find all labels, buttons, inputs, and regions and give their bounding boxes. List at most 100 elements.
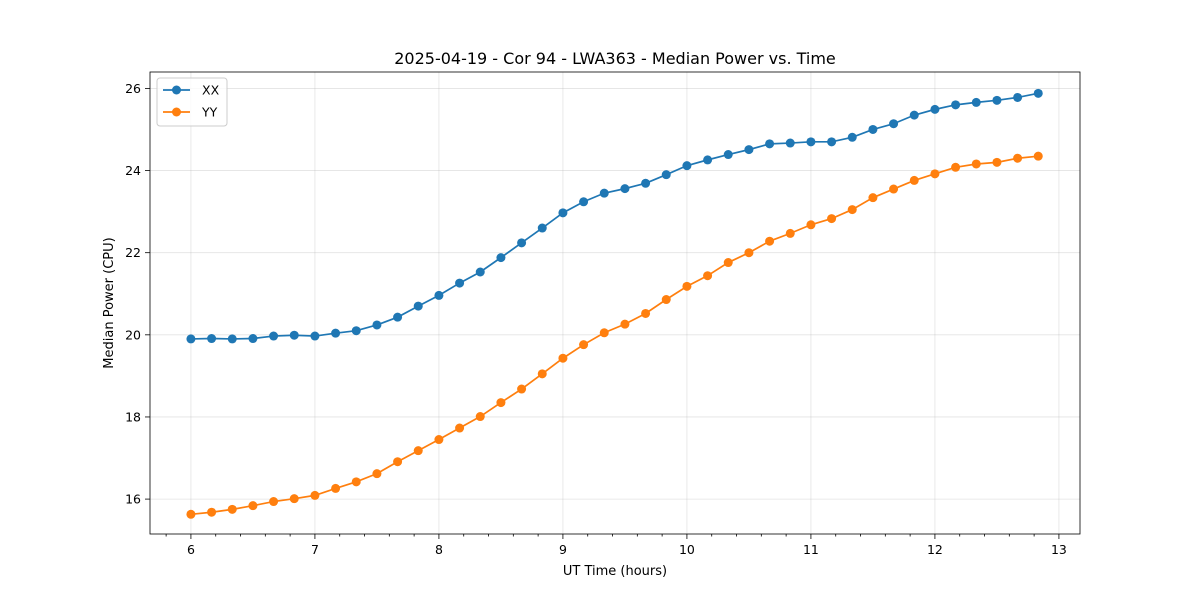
legend-marker-yy	[172, 107, 181, 117]
data-point-xx	[909, 110, 919, 120]
x-tick-label: 7	[311, 542, 319, 557]
data-point-yy	[599, 328, 609, 338]
data-point-xx	[599, 188, 609, 198]
ticks: 6 7 8 9 10 11 12 13 16 18 20 22 24 26	[125, 81, 1067, 557]
data-point-yy	[641, 308, 651, 318]
data-point-xx	[951, 100, 961, 110]
data-point-xx	[289, 330, 299, 340]
data-point-xx	[227, 334, 237, 344]
data-point-yy	[868, 193, 878, 203]
data-point-xx	[827, 137, 837, 147]
data-point-xx	[641, 178, 651, 188]
data-point-yy	[496, 398, 506, 408]
data-point-xx	[413, 301, 423, 311]
data-point-xx	[393, 312, 403, 322]
data-point-xx	[765, 139, 775, 149]
data-point-xx	[579, 197, 589, 207]
data-point-yy	[992, 157, 1002, 167]
data-point-xx	[537, 223, 547, 233]
data-point-xx	[723, 150, 733, 160]
data-point-yy	[537, 369, 547, 379]
x-tick-label: 6	[187, 542, 195, 557]
data-point-yy	[1033, 151, 1043, 161]
data-point-xx	[269, 331, 279, 341]
data-point-yy	[186, 509, 196, 519]
y-tick-label: 20	[125, 327, 141, 342]
data-point-yy	[909, 175, 919, 185]
plot-frame	[149, 71, 1081, 535]
data-point-yy	[351, 477, 361, 487]
data-point-xx	[992, 95, 1002, 105]
data-point-yy	[579, 340, 589, 350]
data-point-xx	[744, 145, 754, 155]
series-layer	[186, 88, 1043, 519]
data-point-yy	[620, 319, 630, 329]
x-tick-label: 9	[559, 542, 567, 557]
data-point-xx	[475, 267, 485, 277]
data-point-yy	[289, 494, 299, 504]
data-point-yy	[682, 281, 692, 291]
data-point-yy	[827, 214, 837, 224]
x-axis-label: UT Time (hours)	[563, 564, 667, 579]
y-axis-label: Median Power (CPU)	[102, 237, 117, 368]
data-point-yy	[951, 162, 961, 172]
legend-label-yy: YY	[201, 105, 218, 120]
data-point-yy	[806, 220, 816, 230]
data-point-yy	[930, 169, 940, 179]
y-tick-label: 26	[125, 81, 141, 96]
data-point-yy	[558, 353, 568, 363]
data-point-xx	[186, 334, 196, 344]
y-tick-label: 18	[125, 409, 141, 424]
x-tick-label: 13	[1051, 542, 1067, 557]
data-point-yy	[723, 258, 733, 268]
data-point-xx	[455, 278, 465, 288]
data-point-yy	[207, 507, 217, 517]
data-point-xx	[868, 124, 878, 134]
data-point-yy	[889, 184, 899, 194]
data-point-yy	[310, 490, 320, 500]
x-tick-label: 10	[679, 542, 695, 557]
data-point-xx	[207, 334, 217, 344]
data-point-yy	[517, 384, 527, 394]
data-point-yy	[372, 469, 382, 479]
legend: XX YY	[156, 77, 228, 127]
data-point-yy	[393, 457, 403, 467]
legend-marker-xx	[172, 85, 181, 95]
data-point-yy	[475, 412, 485, 422]
x-tick-label: 12	[927, 542, 943, 557]
data-point-yy	[744, 248, 754, 258]
data-point-yy	[413, 446, 423, 456]
y-tick-label: 16	[125, 492, 141, 507]
data-point-yy	[971, 159, 981, 169]
data-point-xx	[703, 155, 713, 165]
data-point-xx	[889, 119, 899, 129]
data-point-xx	[847, 132, 857, 142]
data-point-yy	[248, 501, 258, 511]
grid	[150, 72, 1080, 534]
data-point-yy	[331, 483, 341, 493]
y-tick-label: 24	[125, 163, 141, 178]
data-point-xx	[558, 208, 568, 218]
data-point-yy	[847, 205, 857, 215]
data-point-xx	[661, 170, 671, 180]
y-tick-label: 22	[125, 245, 141, 260]
legend-label-xx: XX	[202, 83, 220, 98]
data-point-yy	[785, 228, 795, 238]
data-point-yy	[227, 504, 237, 514]
data-point-xx	[1013, 92, 1023, 102]
data-point-xx	[496, 253, 506, 263]
data-point-xx	[682, 161, 692, 171]
data-point-xx	[434, 290, 444, 300]
data-point-xx	[971, 97, 981, 107]
data-point-xx	[351, 326, 361, 336]
data-point-yy	[765, 236, 775, 246]
data-point-xx	[372, 320, 382, 330]
data-point-yy	[661, 295, 671, 305]
x-tick-label: 8	[435, 542, 443, 557]
data-point-xx	[930, 104, 940, 114]
data-point-yy	[703, 271, 713, 281]
data-point-xx	[785, 138, 795, 148]
data-point-yy	[434, 435, 444, 445]
data-point-yy	[455, 423, 465, 433]
